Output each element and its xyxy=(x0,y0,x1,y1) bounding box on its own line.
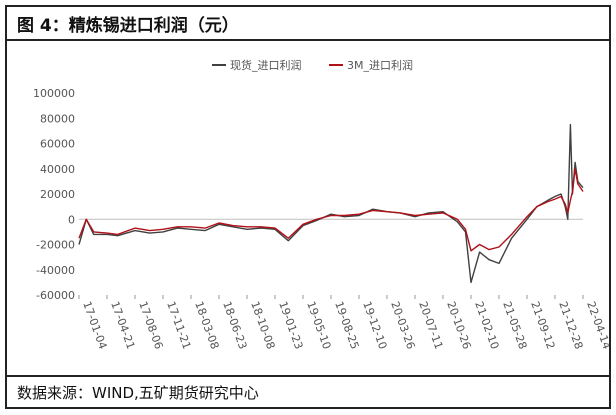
series-line-1 xyxy=(78,123,584,284)
x-tick-label: 18-03-08 xyxy=(192,300,221,351)
x-tick-label: 22-04-14 xyxy=(584,300,609,351)
x-tick-label: 17-01-04 xyxy=(80,300,109,351)
x-tick-label: 18-06-23 xyxy=(220,300,249,351)
y-tick-label: -60000 xyxy=(36,289,75,302)
series-layer xyxy=(78,123,584,284)
source-note: 数据来源：WIND,五矿期货研究中心 xyxy=(17,383,259,402)
x-tick-label: 17-11-21 xyxy=(164,300,193,351)
x-tick-label: 18-10-08 xyxy=(248,300,277,351)
x-tick-label: 19-05-10 xyxy=(304,300,333,351)
y-tick-label: 100000 xyxy=(33,87,75,100)
x-tick-label: 19-08-25 xyxy=(332,300,361,351)
figure-frame: 图 4：精炼锡进口利润（元） 现货_进口利润 3M_进口利润 100000 8000… xyxy=(5,5,611,409)
x-tick-label: 21-02-10 xyxy=(472,300,501,351)
x-tick-label: 20-03-26 xyxy=(388,300,417,351)
y-tick-label: 40000 xyxy=(40,163,75,176)
y-tick-label: 60000 xyxy=(40,138,75,151)
x-tick-label: 20-10-26 xyxy=(444,300,473,351)
y-tick-label: 0 xyxy=(68,213,75,226)
legend-label: 现货_进口利润 xyxy=(230,58,302,72)
x-tick-label: 19-01-23 xyxy=(276,300,305,351)
x-tick-label: 21-09-12 xyxy=(528,300,557,351)
series-line-2 xyxy=(78,168,584,252)
x-axis: 17-01-0417-04-2117-08-0617-11-2118-03-08… xyxy=(78,218,609,351)
x-tick-label: 21-05-28 xyxy=(500,300,529,351)
y-tick-label: -40000 xyxy=(36,264,75,277)
x-tick-label: 19-12-10 xyxy=(360,300,389,351)
x-tick-label: 17-08-06 xyxy=(136,300,165,351)
title-bar: 图 4：精炼锡进口利润（元） xyxy=(7,7,609,41)
figure-title: 图 4：精炼锡进口利润（元） xyxy=(17,15,239,36)
y-tick-label: -20000 xyxy=(36,239,75,252)
y-tick-label: 80000 xyxy=(40,112,75,125)
y-tick-label: 20000 xyxy=(40,188,75,201)
chart-legend: 现货_进口利润 3M_进口利润 xyxy=(212,58,413,72)
y-axis: 100000 80000 60000 40000 20000 0 -20000 -40000 -… xyxy=(33,87,75,302)
x-tick-label: 21-12-28 xyxy=(556,300,585,351)
line-chart: 现货_进口利润 3M_进口利润 100000 80000 60000 40000 2000… xyxy=(33,58,609,351)
x-tick-label: 20-07-11 xyxy=(416,300,445,351)
x-tick-label: 17-04-21 xyxy=(108,300,137,351)
source-bar: 数据来源：WIND,五矿期货研究中心 xyxy=(7,375,609,407)
legend-label: 3M_进口利润 xyxy=(347,58,413,72)
